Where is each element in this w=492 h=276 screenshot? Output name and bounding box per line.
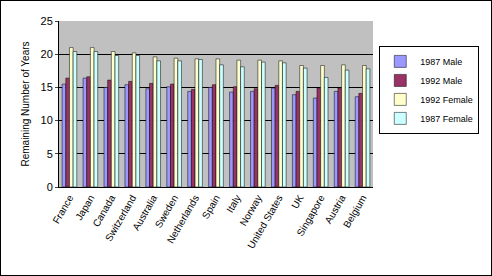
svg-text:UK: UK	[289, 193, 306, 211]
svg-text:Australia: Australia	[130, 193, 159, 233]
svg-text:15: 15	[41, 81, 53, 93]
svg-text:10: 10	[41, 114, 53, 126]
svg-text:Italy: Italy	[224, 193, 243, 214]
svg-text:1992 Male: 1992 Male	[420, 76, 462, 86]
svg-text:1987 Male: 1987 Male	[420, 57, 462, 67]
svg-text:Singapore: Singapore	[294, 193, 327, 238]
svg-text:Japan: Japan	[73, 193, 96, 222]
svg-text:Netherlands: Netherlands	[165, 193, 201, 245]
svg-text:1992 Female: 1992 Female	[420, 95, 473, 105]
svg-text:Canada: Canada	[90, 193, 117, 229]
svg-text:1987 Female: 1987 Female	[420, 114, 473, 124]
svg-text:5: 5	[47, 148, 53, 160]
svg-text:Remaining Number of Years: Remaining Number of Years	[20, 41, 31, 166]
svg-text:Switzerland: Switzerland	[103, 193, 138, 243]
svg-text:20: 20	[41, 48, 53, 60]
svg-text:Austria: Austria	[323, 193, 348, 226]
svg-text:0: 0	[47, 181, 53, 193]
svg-text:France: France	[50, 193, 75, 226]
svg-text:Spain: Spain	[200, 193, 222, 221]
svg-text:Belgium: Belgium	[341, 193, 369, 230]
svg-text:Sweden: Sweden	[153, 193, 181, 230]
svg-text:Norway: Norway	[237, 193, 263, 228]
svg-text:United States: United States	[245, 193, 285, 251]
svg-text:25: 25	[41, 15, 53, 27]
